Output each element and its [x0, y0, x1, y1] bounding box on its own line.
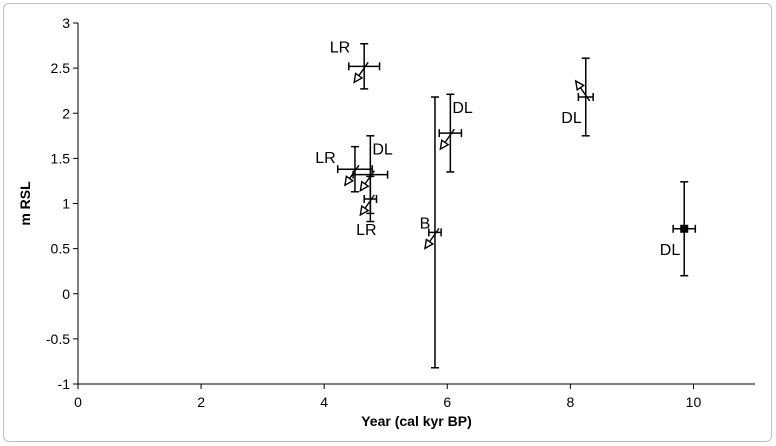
- data-points: LR LR DL LR B DL DL DL: [315, 39, 697, 369]
- y-tick-label: 0.5: [51, 241, 71, 257]
- x-tick-label: 2: [197, 394, 205, 410]
- x-tick-label: 0: [74, 394, 82, 410]
- y-tick-label: -0.5: [46, 331, 70, 347]
- axes: [77, 23, 755, 385]
- data-point: DL: [352, 135, 393, 215]
- data-point: LR: [330, 39, 381, 90]
- point-label: LR: [356, 222, 376, 239]
- arrow-head: [353, 72, 364, 84]
- arrow-head: [359, 180, 370, 192]
- data-point: B: [420, 96, 442, 369]
- point-label: DL: [561, 110, 582, 127]
- y-tick-label: 2.5: [51, 60, 71, 76]
- y-axis-title: m RSL: [17, 181, 33, 226]
- point-label: DL: [660, 242, 681, 259]
- data-point: LR: [356, 175, 378, 239]
- x-tick-label: 8: [566, 394, 574, 410]
- arrow-head: [359, 204, 370, 217]
- arrow-head: [344, 175, 355, 187]
- point-label: LR: [330, 39, 350, 56]
- y-tick-label: -1: [58, 376, 71, 392]
- x-axis-title: Year (cal kyr BP): [361, 413, 472, 429]
- data-point: DL: [561, 57, 594, 137]
- y-tick-label: 3: [62, 15, 70, 31]
- arrow-head: [424, 238, 435, 250]
- chart-frame: [3, 3, 772, 442]
- y-tick-label: 0: [62, 286, 70, 302]
- arrow-head: [574, 79, 585, 92]
- y-tick-label: 1.5: [51, 150, 71, 166]
- x-tick-label: 4: [320, 394, 328, 410]
- point-label: DL: [372, 142, 393, 159]
- x-ticks: 0 2 4 6 8 10: [74, 384, 701, 410]
- y-tick-label: 1: [62, 196, 70, 212]
- y-ticks: -1 -0.5 0 0.5 1 1.5 2 2.5 3: [46, 15, 78, 392]
- point-label: LR: [315, 150, 335, 167]
- square-marker: [680, 224, 689, 233]
- data-point: DL: [438, 93, 473, 173]
- y-tick-label: 2: [62, 105, 70, 121]
- point-label: DL: [452, 100, 473, 117]
- data-point: DL: [660, 181, 697, 277]
- point-label: B: [420, 215, 431, 232]
- x-tick-label: 10: [686, 394, 702, 410]
- data-point: LR: [315, 145, 373, 193]
- arrow-head: [439, 139, 450, 151]
- x-tick-label: 6: [443, 394, 451, 410]
